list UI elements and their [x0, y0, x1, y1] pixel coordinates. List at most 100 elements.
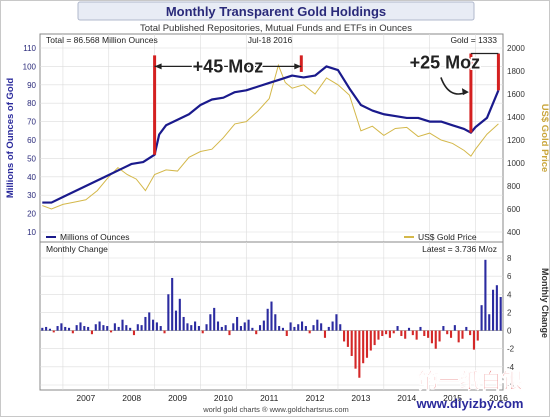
x-tick-label: 2013	[351, 393, 370, 403]
bottom-y-tick-label: 8	[507, 254, 512, 263]
left-y-tick-label: 50	[27, 154, 36, 163]
title-banner	[77, 1, 475, 21]
monthly-change-bar	[388, 330, 391, 338]
chart-subtitle: Total Published Repositories, Mutual Fun…	[140, 23, 412, 34]
annotation-2-pointer-head	[461, 88, 469, 96]
monthly-change-bar	[243, 322, 246, 331]
monthly-change-bars	[41, 259, 502, 378]
monthly-change-bar	[52, 330, 55, 333]
left-y-axis-ticks: 10 20 30 40 50 60 70 80 90 100 110	[23, 44, 37, 237]
monthly-change-bar	[354, 330, 357, 369]
monthly-change-bar	[301, 321, 304, 331]
monthly-change-bar	[94, 324, 97, 331]
monthly-change-bar	[415, 330, 418, 340]
monthly-change-bar	[381, 330, 384, 337]
monthly-change-bar	[136, 324, 139, 331]
monthly-change-bar	[75, 325, 78, 331]
bottom-y-tick-label: -2	[507, 345, 515, 354]
monthly-change-bar	[64, 326, 67, 331]
series-lines	[42, 63, 500, 210]
left-y-tick-label: 110	[23, 44, 36, 53]
monthly-change-bar	[419, 326, 422, 331]
monthly-change-bar	[457, 330, 460, 343]
bottom-y-tick-label: 4	[507, 290, 512, 299]
monthly-change-bar	[343, 330, 346, 342]
x-tick-label: 2012	[306, 393, 325, 403]
monthly-change-bar	[163, 330, 166, 334]
monthly-change-bar	[144, 316, 147, 331]
monthly-change-bar	[79, 322, 82, 331]
monthly-change-bar	[385, 330, 388, 335]
monthly-change-bar	[400, 330, 403, 337]
annotation-1-arrow-left	[154, 63, 162, 70]
monthly-change-bar	[365, 330, 369, 358]
bottom-panel-latest: Latest = 3.736 M/oz	[422, 244, 497, 254]
monthly-change-bar	[41, 327, 44, 331]
monthly-change-bar	[449, 330, 453, 338]
monthly-change-bar	[247, 319, 250, 331]
monthly-change-bar	[167, 294, 170, 331]
monthly-change-bar	[423, 330, 426, 337]
legend-label-gold-price: US$ Gold Price	[418, 232, 477, 242]
bottom-y-tick-label: 0	[507, 327, 512, 336]
left-y-tick-label: 70	[27, 118, 36, 127]
right-y-axis-label: US$ Gold Price	[539, 104, 550, 173]
top-panel-grid	[40, 34, 503, 242]
monthly-change-bar	[159, 326, 162, 331]
monthly-change-bar	[461, 330, 464, 339]
monthly-change-bar	[258, 325, 262, 331]
monthly-change-bar	[174, 310, 178, 331]
header-total: Total = 86.568 Million Ounces	[46, 35, 158, 45]
monthly-change-bar	[117, 326, 120, 331]
monthly-change-bar	[266, 308, 269, 331]
monthly-change-bar	[190, 325, 193, 331]
monthly-change-bar	[396, 326, 399, 331]
monthly-change-bar	[205, 324, 208, 331]
monthly-change-bar	[491, 289, 495, 331]
monthly-change-bar	[239, 326, 242, 331]
bottom-y-tick-label: 2	[507, 308, 512, 317]
annotations: +45 Moz +25 Moz	[153, 51, 500, 155]
x-tick-label: 2011	[260, 393, 279, 403]
monthly-change-bar	[121, 319, 124, 331]
annotation-1-label: +45 Moz	[193, 56, 264, 76]
right-y-tick-label: 600	[507, 205, 521, 214]
left-y-tick-label: 10	[27, 228, 36, 237]
bottom-panel-title: Monthly Change	[46, 244, 108, 254]
monthly-change-bar	[48, 328, 51, 331]
monthly-change-bar	[56, 326, 59, 331]
bottom-y-tick-label: 6	[507, 272, 512, 281]
monthly-change-bar	[102, 325, 105, 331]
header-date: Jul-18 2016	[248, 35, 293, 45]
monthly-change-bar	[110, 330, 113, 333]
monthly-change-bar	[113, 323, 116, 331]
chart-title: Monthly Transparent Gold Holdings	[166, 4, 386, 19]
monthly-change-bar	[201, 330, 204, 334]
monthly-change-bar	[98, 321, 101, 331]
monthly-change-bar	[90, 330, 94, 335]
bottom-y-axis-ticks: -6 -4 -2 0 2 4 6 8	[507, 254, 515, 390]
monthly-change-bar	[339, 324, 342, 331]
monthly-change-bar	[304, 326, 307, 331]
monthly-change-bar	[71, 330, 74, 334]
monthly-change-bar	[404, 330, 407, 339]
left-y-axis-label: Millions of Ounces of Gold	[5, 78, 16, 199]
monthly-change-bar	[392, 330, 395, 334]
left-y-tick-label: 90	[27, 81, 36, 90]
monthly-change-bar	[453, 325, 456, 331]
monthly-change-bar	[270, 301, 273, 331]
annotation-1-arrow-right	[294, 63, 302, 70]
right-y-tick-label: 400	[507, 228, 521, 237]
monthly-change-bar	[274, 314, 277, 331]
footer-source: world gold charts ® www.goldchartsrus.co…	[202, 405, 349, 414]
series-line-ounces	[42, 65, 500, 204]
monthly-change-bar	[323, 330, 327, 338]
watermark-url: www.diyizby.com	[416, 396, 524, 411]
monthly-change-bar	[213, 307, 216, 331]
monthly-change-bar	[411, 330, 414, 336]
monthly-change-bar	[83, 326, 86, 331]
monthly-change-bar	[262, 320, 265, 331]
monthly-change-bar	[472, 330, 476, 350]
right-y-tick-label: 1800	[507, 67, 525, 76]
monthly-change-bar	[255, 330, 258, 335]
